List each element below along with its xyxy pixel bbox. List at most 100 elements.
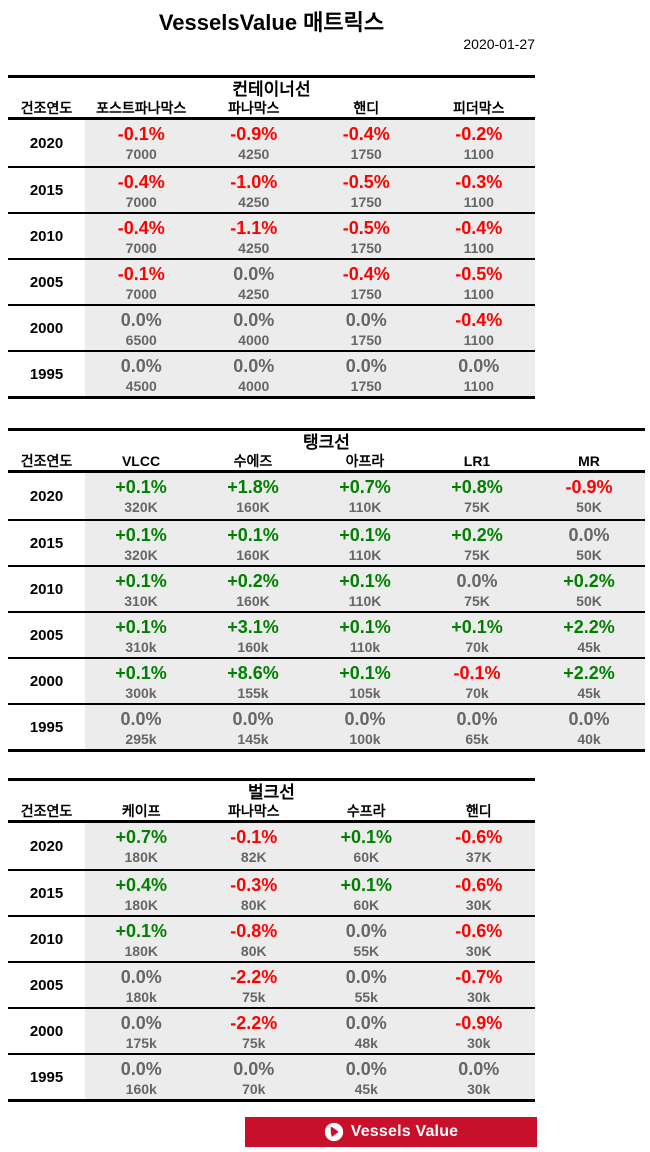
table-row: 2010 +0.1% 180K -0.8% 80K 0.0% 55K -0.6% 30K: [8, 915, 535, 961]
qty-value: 320K: [124, 499, 158, 515]
data-cell: -0.2% 1100: [422, 120, 535, 166]
data-cell: -0.4% 1100: [422, 306, 535, 350]
qty-value: 320K: [124, 547, 158, 563]
footer-banner: Vessels Value: [245, 1117, 537, 1147]
pct-value: +1.8%: [227, 477, 279, 497]
pct-value: +0.2%: [563, 571, 615, 591]
year-cell: 2010: [8, 917, 85, 961]
qty-value: 110K: [348, 547, 382, 563]
pct-value: 0.0%: [120, 310, 162, 330]
section-title: 벌크선: [248, 783, 295, 802]
pct-value: -1.0%: [230, 172, 278, 192]
data-cell: +0.1% 310k: [85, 613, 197, 657]
pct-value: 0.0%: [458, 1059, 500, 1079]
qty-value: 1100: [463, 378, 494, 394]
data-cell: -0.9% 50K: [533, 473, 645, 519]
pct-value: -2.2%: [230, 967, 278, 987]
pct-value: -2.2%: [230, 1013, 278, 1033]
data-cell: +0.2% 160K: [197, 567, 309, 611]
data-cell: 0.0% 1100: [422, 352, 535, 396]
data-cell: +0.1% 310K: [85, 567, 197, 611]
column-header: VLCC: [121, 453, 161, 469]
qty-value: 180K: [124, 897, 158, 913]
year-cell: 1995: [8, 705, 85, 749]
qty-value: 1100: [463, 286, 494, 302]
data-cell: -0.7% 30k: [422, 963, 535, 1007]
qty-value: 1750: [350, 332, 382, 348]
pct-value: 0.0%: [120, 709, 162, 729]
data-cell: 0.0% 4000: [197, 306, 310, 350]
pct-value: +0.7%: [115, 827, 168, 847]
year-cell: 2005: [8, 260, 85, 304]
data-cell: -0.6% 30K: [422, 917, 535, 961]
qty-value: 7000: [125, 146, 157, 162]
pct-value: +0.4%: [115, 875, 168, 895]
pct-value: +0.1%: [340, 875, 393, 895]
data-cell: +0.1% 70k: [421, 613, 533, 657]
column-header: 핸디: [353, 100, 380, 116]
data-cell: -0.5% 1750: [310, 168, 423, 212]
table-row: 2020 -0.1% 7000 -0.9% 4250 -0.4% 1750 -0.2% 1100: [8, 120, 535, 166]
data-cell: -0.5% 1750: [310, 214, 423, 258]
table-row: 1995 0.0% 160k 0.0% 70k 0.0% 45k 0.0% 30k: [8, 1053, 535, 1099]
qty-value: 4250: [238, 240, 270, 256]
data-cell: +0.1% 105k: [309, 659, 421, 703]
data-cell: +0.1% 110K: [309, 567, 421, 611]
section-title: 컨테이너선: [232, 80, 311, 99]
qty-value: 75K: [464, 593, 490, 609]
qty-value: 82K: [240, 849, 267, 865]
qty-value: 160k: [125, 1081, 157, 1097]
qty-value: 300k: [125, 685, 157, 701]
table-row: 2000 0.0% 175k -2.2% 75k 0.0% 48k -0.9% 30k: [8, 1007, 535, 1053]
qty-value: 75k: [242, 1035, 266, 1051]
data-cell: 0.0% 145k: [197, 705, 309, 749]
qty-value: 160K: [236, 593, 270, 609]
qty-value: 75k: [242, 989, 266, 1005]
column-header: 수프라: [346, 803, 386, 819]
qty-value: 155k: [237, 685, 269, 701]
qty-value: 310K: [124, 593, 158, 609]
qty-value: 7000: [125, 194, 157, 210]
qty-value: 60K: [353, 849, 380, 865]
pct-value: -0.2%: [455, 124, 503, 144]
qty-value: 1100: [463, 332, 494, 348]
pct-value: -0.8%: [230, 921, 278, 941]
qty-value: 145k: [237, 731, 269, 747]
data-cell: -0.6% 30K: [422, 871, 535, 915]
pct-value: -0.1%: [230, 827, 278, 847]
data-cell: +0.1% 320K: [85, 521, 197, 565]
data-cell: 0.0% 175k: [85, 1009, 198, 1053]
pct-value: +0.1%: [115, 663, 167, 683]
pct-value: +0.1%: [451, 617, 503, 637]
year-cell: 2020: [8, 473, 85, 519]
data-cell: -0.9% 4250: [197, 120, 310, 166]
table-row: 2020 +0.1% 320K +1.8% 160K +0.7% 110K +0.8% 75K -…: [8, 473, 645, 519]
qty-value: 37K: [465, 849, 492, 865]
data-cell: +0.1% 320K: [85, 473, 197, 519]
pct-value: -0.4%: [117, 172, 165, 192]
qty-value: 45k: [354, 1081, 378, 1097]
qty-value: 4500: [125, 378, 157, 394]
data-cell: +0.1% 110k: [309, 613, 421, 657]
qty-value: 4250: [238, 286, 270, 302]
pct-value: 0.0%: [344, 709, 386, 729]
data-cell: 0.0% 180k: [85, 963, 198, 1007]
pct-value: -0.6%: [455, 921, 503, 941]
qty-value: 1750: [350, 378, 382, 394]
data-cell: -0.6% 37K: [422, 823, 535, 869]
pct-value: 0.0%: [232, 709, 274, 729]
qty-value: 4250: [238, 194, 270, 210]
qty-value: 7000: [125, 286, 157, 302]
column-header: 파나막스: [227, 100, 280, 116]
data-cell: +2.2% 45k: [533, 613, 645, 657]
column-header: 아프라: [345, 453, 385, 469]
qty-value: 105k: [349, 685, 381, 701]
data-cell: -0.3% 80K: [197, 871, 310, 915]
vesselsvalue-logo-text: Vessels Value: [350, 1123, 459, 1140]
pct-value: 0.0%: [456, 709, 498, 729]
pct-value: +8.6%: [227, 663, 279, 683]
pct-value: +0.7%: [339, 477, 391, 497]
year-cell: 2005: [8, 963, 85, 1007]
data-cell: +0.1% 180K: [85, 917, 198, 961]
qty-value: 160K: [236, 499, 270, 515]
